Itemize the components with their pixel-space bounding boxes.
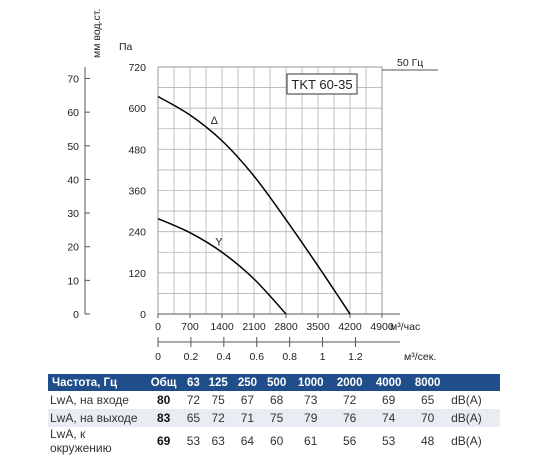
chart-grid bbox=[157, 66, 383, 315]
header-cell: 1000 bbox=[291, 374, 331, 391]
x-sec-tick-label: 0.6 bbox=[249, 351, 264, 363]
row-value: 64 bbox=[240, 434, 255, 448]
x-flow-tick-label: 700 bbox=[181, 321, 199, 333]
header-cell: Общ bbox=[144, 374, 184, 391]
y-mm-tick-label: 20 bbox=[67, 242, 79, 254]
y-pa-tick-label: 720 bbox=[128, 62, 146, 74]
row-value: 72 bbox=[186, 393, 201, 407]
y-mm-tick-label: 50 bbox=[67, 141, 79, 153]
row-unit: dB(A) bbox=[451, 393, 482, 407]
header-cell: 250 bbox=[232, 374, 263, 391]
row-label: LwA, на выходе bbox=[48, 409, 144, 427]
row-value: 48 bbox=[420, 434, 435, 448]
header-frequency: Частота, Гц bbox=[48, 374, 144, 391]
y-mm-unit-label: мм вод.ст. bbox=[91, 9, 103, 58]
header-cell: 4000 bbox=[369, 374, 409, 391]
x-flow-tick-label: 1400 bbox=[210, 321, 234, 333]
row-value: 53 bbox=[381, 434, 396, 448]
y-pa-tick-label: 360 bbox=[128, 186, 146, 198]
row-value: 63 bbox=[211, 434, 225, 448]
y-mm-tick-label: 60 bbox=[67, 107, 79, 119]
x-flow-tick-label: 3500 bbox=[306, 321, 330, 333]
x-sec-tick-label: 1.2 bbox=[348, 351, 363, 363]
y-mm-tick-label: 30 bbox=[67, 208, 79, 220]
row-value: 72 bbox=[203, 409, 233, 427]
table-row: LwA, к окружению 69 53 63 64 60 61 56 53 48 dB(A) bbox=[48, 427, 500, 455]
x-flow-unit-label: м³/час bbox=[390, 321, 420, 333]
row-value: 61 bbox=[304, 434, 318, 448]
row-total: 83 bbox=[144, 409, 184, 427]
header-cell: 8000 bbox=[408, 374, 448, 391]
row-value: 70 bbox=[408, 409, 448, 427]
table-body: LwA, на входе 80 72 75 67 68 73 72 69 65 dB(A) LwA,… bbox=[48, 391, 500, 455]
y-mm-tick-label: 70 bbox=[67, 74, 79, 86]
x-flow-tick-label: 0 bbox=[155, 321, 161, 333]
y-pa-tick-label: 480 bbox=[128, 144, 146, 156]
y-pa-tick-label: 240 bbox=[128, 227, 146, 239]
x-sec-tick-label: 0.2 bbox=[184, 351, 199, 363]
y-pa-unit-label: Па bbox=[119, 41, 133, 53]
series-label-delta: Δ bbox=[211, 115, 219, 127]
x-sec-tick-label: 0.4 bbox=[217, 351, 232, 363]
row-value: 53 bbox=[186, 434, 201, 448]
x-sec-tick-label: 0.8 bbox=[282, 351, 297, 363]
x-sec-unit-label: м³/сек. bbox=[404, 351, 436, 363]
y-pa-tick-label: 600 bbox=[128, 103, 146, 115]
y-mm-tick-label: 10 bbox=[67, 275, 79, 287]
y-mm-tick-label: 0 bbox=[73, 309, 79, 321]
header-cell: 125 bbox=[203, 374, 233, 391]
header-cell: 2000 bbox=[330, 374, 370, 391]
chart-axes bbox=[84, 66, 400, 343]
row-value: 75 bbox=[211, 393, 225, 407]
row-value: 73 bbox=[304, 393, 318, 407]
x-flow-tick-label: 2100 bbox=[242, 321, 266, 333]
table-row: LwA, на входе 80 72 75 67 68 73 72 69 65 dB(A) bbox=[48, 391, 500, 409]
row-value: 72 bbox=[343, 393, 357, 407]
y-pa-tick-label: 120 bbox=[128, 268, 146, 280]
x-sec-tick-label: 0 bbox=[155, 351, 161, 363]
row-value: 65 bbox=[420, 393, 435, 407]
title-box bbox=[286, 73, 358, 95]
row-label: LwA, к окружению bbox=[50, 427, 112, 455]
row-value: 76 bbox=[330, 409, 370, 427]
table-row: LwA, на выходе 83 65 72 71 75 79 76 74 70 dB(A) bbox=[48, 409, 500, 427]
frequency-label: 50 Гц bbox=[397, 57, 423, 69]
noise-table: Частота, Гц Общ 63 125 250 500 1000 2000 4000 800… bbox=[48, 374, 500, 455]
row-value: 75 bbox=[262, 409, 292, 427]
row-value: 71 bbox=[232, 409, 263, 427]
header-cell bbox=[447, 374, 500, 391]
row-value: 60 bbox=[269, 434, 284, 448]
row-unit: dB(A) bbox=[451, 434, 482, 448]
row-unit: dB(A) bbox=[447, 409, 500, 427]
x-sec-tick-label: 1 bbox=[320, 351, 326, 363]
series-label-y: Y bbox=[215, 237, 223, 249]
table-header-row: Частота, Гц Общ 63 125 250 500 1000 2000 4000 800… bbox=[48, 374, 500, 391]
chart-labels: м³/час м³/сек. Па мм вод.ст. Δ Y TKT 60-35 50 Г… bbox=[91, 9, 438, 363]
row-value: 74 bbox=[369, 409, 409, 427]
y-pa-tick-label: 0 bbox=[140, 309, 146, 321]
x-flow-tick-label: 4200 bbox=[338, 321, 362, 333]
chart-title: TKT 60-35 bbox=[291, 77, 352, 92]
row-label: LwA, на входе bbox=[50, 393, 129, 407]
row-value: 69 bbox=[381, 393, 396, 407]
x-flow-tick-label: 4900 bbox=[370, 321, 394, 333]
y-mm-tick-label: 40 bbox=[67, 174, 79, 186]
row-total: 69 bbox=[156, 434, 171, 448]
row-value: 56 bbox=[343, 434, 357, 448]
header-cell: 500 bbox=[262, 374, 292, 391]
curve-y bbox=[157, 217, 287, 315]
header-cell: 63 bbox=[183, 374, 204, 391]
row-value: 68 bbox=[269, 393, 284, 407]
chart-curves bbox=[157, 95, 351, 315]
row-total: 80 bbox=[156, 393, 171, 407]
row-value: 67 bbox=[240, 393, 255, 407]
row-value: 79 bbox=[291, 409, 331, 427]
curve-delta bbox=[157, 95, 351, 315]
x-flow-tick-label: 2800 bbox=[274, 321, 298, 333]
row-value: 65 bbox=[183, 409, 204, 427]
